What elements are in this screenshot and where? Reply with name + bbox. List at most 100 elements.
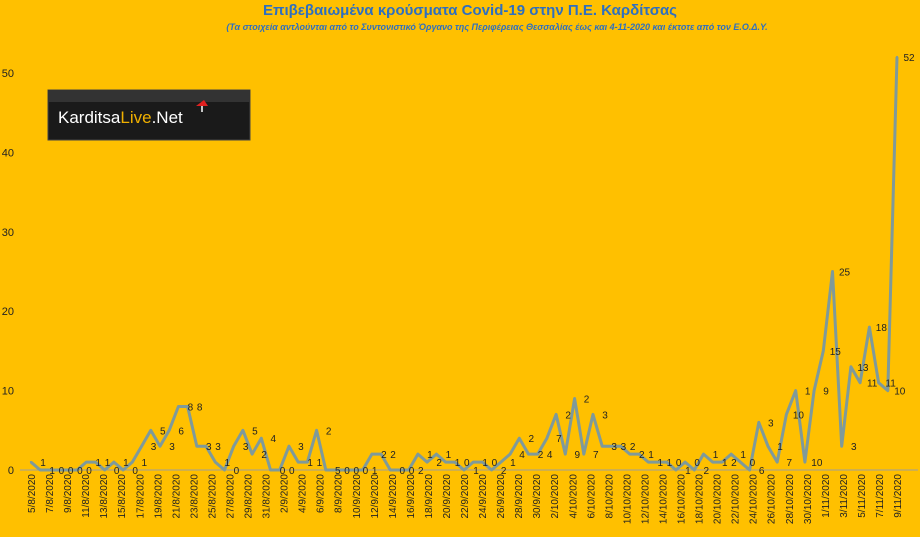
data-label: 2 <box>501 466 507 477</box>
series-point <box>121 468 125 472</box>
data-label: 2 <box>261 450 267 461</box>
series-point <box>693 468 696 472</box>
series-point <box>591 413 595 416</box>
series-point <box>407 468 410 472</box>
x-tick-label: 26/9/2020 <box>496 474 507 519</box>
x-tick-label: 22/10/2020 <box>731 474 742 524</box>
logo-antenna-icon <box>196 100 208 112</box>
data-label: 0 <box>464 458 470 469</box>
y-tick-label: 0 <box>8 465 14 477</box>
data-label: 1 <box>446 450 452 461</box>
series-point <box>269 468 272 472</box>
data-label: 0 <box>409 466 415 477</box>
series-point <box>177 405 180 408</box>
data-label: 13 <box>857 363 869 374</box>
data-label: 1 <box>427 450 433 461</box>
data-label: 0 <box>77 466 83 477</box>
series-point <box>536 452 539 456</box>
data-label: 1 <box>49 466 55 477</box>
x-tick-label: 5/11/2020 <box>857 474 868 518</box>
data-label: 1 <box>657 458 663 469</box>
data-label: 1 <box>713 450 719 461</box>
series-point <box>140 444 143 448</box>
series-point <box>619 444 622 448</box>
logo-text: KarditsaLive.Net <box>58 108 183 127</box>
series-point <box>481 460 484 464</box>
data-label: 1 <box>510 458 516 469</box>
data-label: 10 <box>793 410 805 421</box>
x-tick-label: 4/9/2020 <box>298 474 309 513</box>
x-tick-label: 8/10/2020 <box>604 474 615 519</box>
data-label: 1 <box>142 458 148 469</box>
series-point <box>803 460 807 464</box>
data-label: 0 <box>676 458 682 469</box>
x-tick-label: 21/8/2020 <box>171 474 182 519</box>
series-point <box>766 444 770 448</box>
x-tick-label: 12/9/2020 <box>370 474 381 519</box>
data-label: 0 <box>289 466 295 477</box>
series-point <box>545 437 549 440</box>
series-point <box>444 460 447 464</box>
data-label: 0 <box>234 466 240 477</box>
data-label: 3 <box>621 442 627 453</box>
series-point <box>131 460 134 464</box>
data-label: 3 <box>611 442 617 453</box>
series-point <box>186 405 189 408</box>
series-point <box>425 460 429 464</box>
series-point <box>849 365 853 368</box>
x-tick-label: 14/9/2020 <box>388 474 399 519</box>
x-tick-label: 3/11/2020 <box>839 474 850 518</box>
series-point <box>886 389 889 392</box>
data-label: 18 <box>876 323 888 334</box>
series-point <box>757 421 761 424</box>
data-label: 0 <box>750 458 756 469</box>
series-point <box>379 452 383 456</box>
series-point <box>29 460 33 464</box>
series-point <box>343 468 346 472</box>
logo-text-net: .Net <box>152 108 183 127</box>
series-point <box>895 55 899 59</box>
data-label: 3 <box>243 442 249 453</box>
series-point <box>610 444 613 448</box>
x-tick-label: 22/9/2020 <box>460 474 471 519</box>
series-point <box>435 452 438 456</box>
data-label: 1 <box>224 458 230 469</box>
x-tick-label: 20/9/2020 <box>442 474 453 519</box>
series-point <box>315 429 318 432</box>
data-label: 52 <box>903 53 915 64</box>
series-point <box>324 468 328 472</box>
x-tick-label: 2/9/2020 <box>280 474 291 513</box>
x-tick-label: 16/10/2020 <box>677 474 688 524</box>
x-tick-label: 5/8/2020 <box>27 474 38 513</box>
data-label: 7 <box>786 458 792 469</box>
series-point <box>352 468 355 472</box>
data-label: 2 <box>418 466 424 477</box>
series-point <box>361 468 364 472</box>
data-label: 1 <box>482 458 488 469</box>
series-point <box>223 468 226 472</box>
data-label: 1 <box>317 458 323 469</box>
series-point <box>868 325 871 329</box>
x-tick-label: 14/10/2020 <box>658 474 669 524</box>
x-tick-label: 30/9/2020 <box>532 474 543 519</box>
data-label: 0 <box>114 466 120 477</box>
x-tick-label: 8/9/2020 <box>334 474 345 513</box>
data-label: 1 <box>455 458 461 469</box>
data-label: 0 <box>492 458 498 469</box>
x-tick-label: 15/8/2020 <box>117 474 128 519</box>
data-label: 0 <box>353 466 359 477</box>
series-point <box>822 349 825 353</box>
series-point <box>582 452 585 456</box>
x-tick-label: 20/10/2020 <box>713 474 724 524</box>
data-label: 2 <box>326 426 332 437</box>
series-point <box>840 444 843 448</box>
x-tick-label: 31/8/2020 <box>262 474 273 519</box>
data-label: 2 <box>381 450 387 461</box>
series-point <box>389 468 392 472</box>
series-point <box>214 460 217 464</box>
series-point <box>398 468 401 472</box>
data-label: 3 <box>851 442 857 453</box>
data-label: 1 <box>95 458 101 469</box>
data-label: 0 <box>59 466 65 477</box>
